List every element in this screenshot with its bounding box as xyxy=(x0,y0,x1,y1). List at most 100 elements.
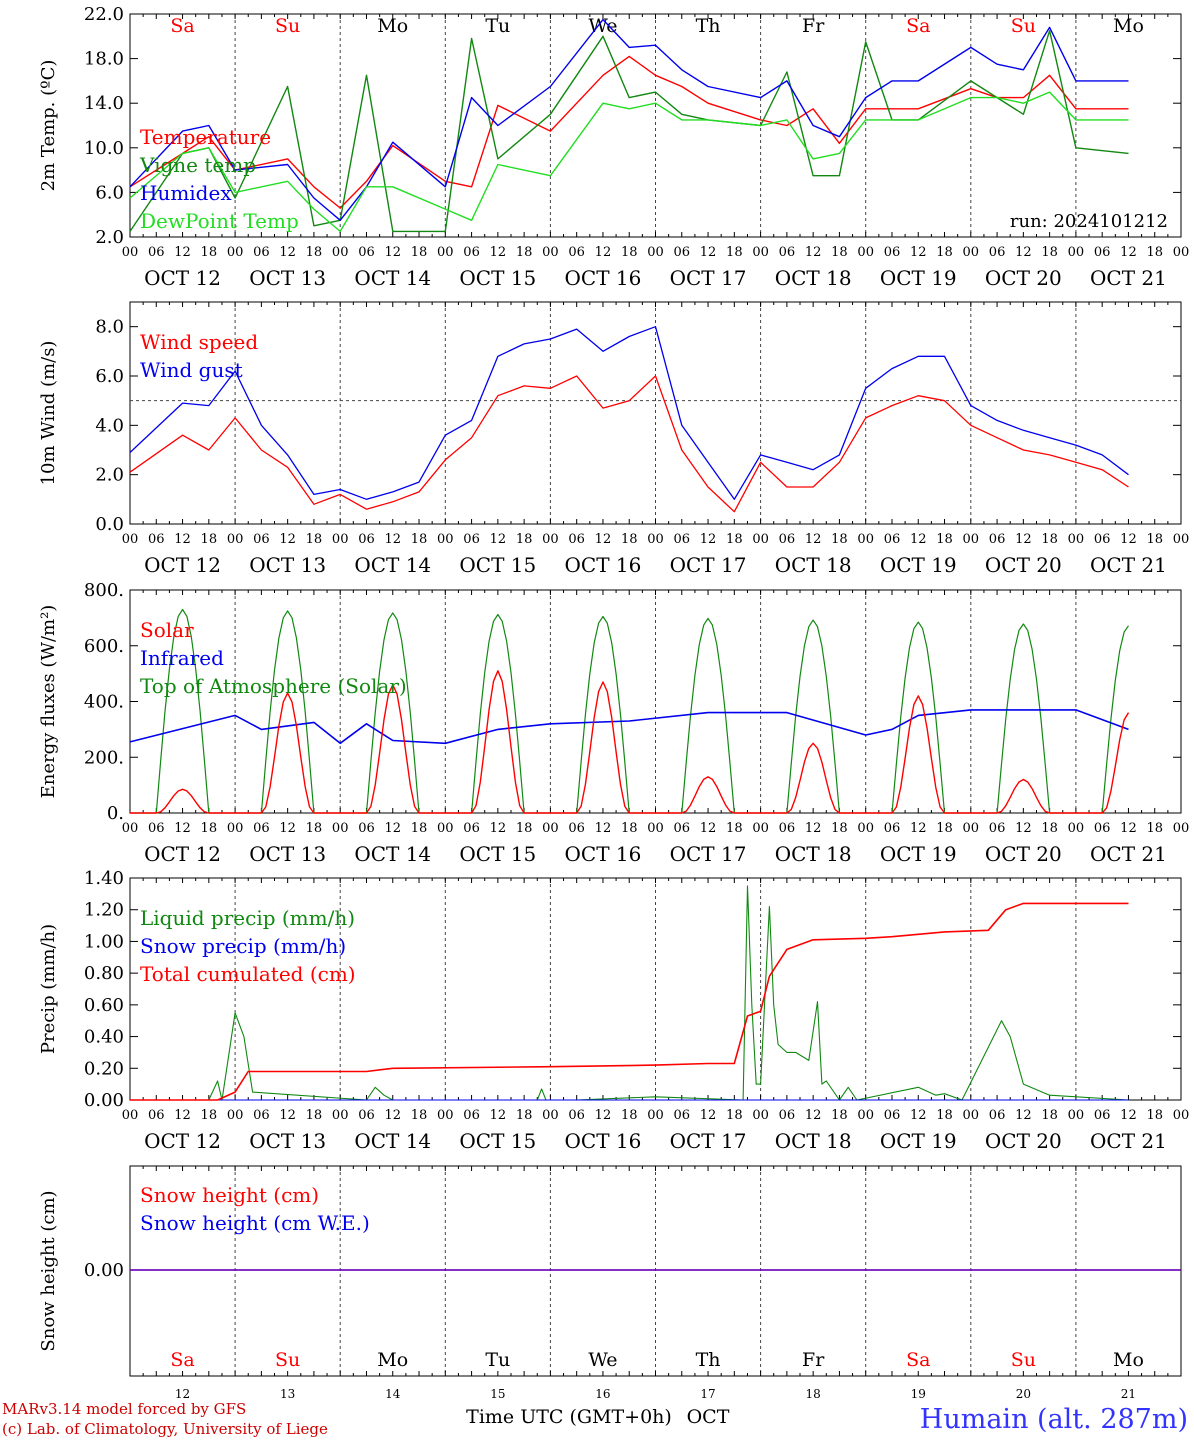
hour-tick-label: 12 xyxy=(384,245,401,260)
legend-item: Humidex xyxy=(140,181,232,205)
day-number-label: 14 xyxy=(385,1387,401,1401)
weekday-label: Su xyxy=(275,1349,300,1371)
hour-tick-label: 12 xyxy=(384,532,401,547)
hour-tick-label: 00 xyxy=(857,245,874,260)
date-label: OCT 15 xyxy=(459,266,536,290)
date-label: OCT 18 xyxy=(775,553,852,577)
hour-tick-label: 18 xyxy=(516,245,533,260)
hour-tick-label: 12 xyxy=(1120,821,1137,836)
hour-tick-label: 12 xyxy=(490,245,507,260)
hour-tick-label: 00 xyxy=(963,532,980,547)
date-label: OCT 12 xyxy=(144,553,221,577)
hour-tick-label: 06 xyxy=(884,1108,901,1123)
hour-tick-label: 18 xyxy=(1041,821,1058,836)
series-line-solar xyxy=(130,670,1130,814)
hour-tick-label: 00 xyxy=(332,245,349,260)
hour-tick-label: 18 xyxy=(936,245,953,260)
hour-tick-label: 06 xyxy=(253,821,270,836)
date-label: OCT 17 xyxy=(670,1129,747,1153)
hour-tick-label: 12 xyxy=(174,821,191,836)
date-label: OCT 20 xyxy=(985,266,1062,290)
hour-tick-label: 12 xyxy=(910,532,927,547)
date-label: OCT 14 xyxy=(354,266,431,290)
legend-item: Solar xyxy=(140,618,194,642)
hour-tick-label: 12 xyxy=(595,821,612,836)
panel-2: 00 06 12 18 00 06 12 18 00 06 12 18 00 06 12 18 00 06 12 18… xyxy=(38,301,1189,577)
y-tick-label: 18.0 xyxy=(84,49,124,70)
y-tick-label: 1.00 xyxy=(84,931,124,952)
panel-3: 00 06 12 18 00 06 12 18 00 06 12 18 00 06 12 18 00 06 12 18… xyxy=(38,580,1189,866)
date-label: OCT 17 xyxy=(670,553,747,577)
day-number-label: 20 xyxy=(1016,1387,1031,1401)
series-line-wind-gust xyxy=(129,326,1129,500)
hour-tick-label: 18 xyxy=(1041,1108,1058,1123)
legend-item: DewPoint Temp xyxy=(140,209,299,233)
hour-tick-label: 18 xyxy=(411,532,428,547)
hour-tick-label: 12 xyxy=(595,245,612,260)
hour-tick-label: 06 xyxy=(989,245,1006,260)
hour-tick-label: 18 xyxy=(516,532,533,547)
y-tick-label: 0.00 xyxy=(84,1090,124,1111)
hour-tick-label: 18 xyxy=(201,821,218,836)
hour-tick-label: 06 xyxy=(463,1108,480,1123)
hour-tick-label: 12 xyxy=(279,1108,296,1123)
hour-tick-label: 12 xyxy=(910,245,927,260)
hour-tick-label: 12 xyxy=(490,1108,507,1123)
panel-1: 00 06 12 18 00 06 12 18 00 06 12 18 00 06 12 18 00 06 12 18… xyxy=(38,4,1189,290)
series-line-vigne-temp xyxy=(129,30,1129,233)
hour-tick-label: 06 xyxy=(884,821,901,836)
hour-tick-label: 12 xyxy=(490,532,507,547)
hour-tick-label: 18 xyxy=(726,532,743,547)
hour-tick-label: 00 xyxy=(227,245,244,260)
hour-tick-label: 00 xyxy=(647,245,664,260)
hour-tick-label: 00 xyxy=(1068,532,1085,547)
series-line-total xyxy=(130,902,1129,1101)
date-label: OCT 15 xyxy=(459,1129,536,1153)
y-tick-label: 800. xyxy=(84,580,124,601)
hour-tick-label: 00 xyxy=(857,1108,874,1123)
hour-tick-label: 06 xyxy=(148,821,165,836)
y-tick-label: 0.60 xyxy=(84,995,124,1016)
hour-tick-label: 12 xyxy=(1015,1108,1032,1123)
y-tick-label: 0.0 xyxy=(95,514,124,535)
credit-line-1: MARv3.14 model forced by GFS xyxy=(2,1400,246,1418)
y-tick-label: 1.40 xyxy=(84,868,124,889)
hour-tick-label: 06 xyxy=(463,532,480,547)
xaxis-month: OCT xyxy=(687,1406,730,1428)
run-label: run: 2024101212 xyxy=(1010,211,1168,232)
y-tick-label: 0.20 xyxy=(84,1058,124,1079)
day-number-label: 19 xyxy=(911,1387,926,1401)
y-tick-label: 0.40 xyxy=(84,1027,124,1048)
hour-tick-label: 12 xyxy=(174,1108,191,1123)
hour-tick-label: 06 xyxy=(463,245,480,260)
hour-tick-label: 06 xyxy=(568,821,585,836)
hour-tick-label: 18 xyxy=(201,1108,218,1123)
hour-tick-label: 12 xyxy=(805,245,822,260)
hour-tick-label: 00 xyxy=(332,821,349,836)
y-tick-label: 6.0 xyxy=(95,182,124,203)
date-label: OCT 16 xyxy=(565,553,642,577)
date-label: OCT 12 xyxy=(144,1129,221,1153)
weekday-label: Mo xyxy=(377,15,408,37)
hour-tick-label: 06 xyxy=(358,532,375,547)
hour-tick-label: 12 xyxy=(1015,245,1032,260)
y-tick-label: 8.0 xyxy=(95,317,124,338)
hour-tick-label: 06 xyxy=(568,532,585,547)
weekday-label: Sa xyxy=(906,15,930,37)
hour-tick-label: 18 xyxy=(936,821,953,836)
weekday-label: Mo xyxy=(1113,15,1144,37)
legend-item: Infrared xyxy=(140,646,224,670)
hour-tick-label: 00 xyxy=(647,821,664,836)
hour-tick-label: 06 xyxy=(148,245,165,260)
hour-tick-label: 12 xyxy=(1015,821,1032,836)
hour-tick-label: 12 xyxy=(700,532,717,547)
date-label: OCT 18 xyxy=(775,266,852,290)
weekday-label: Mo xyxy=(1113,1349,1144,1371)
hour-tick-label: 06 xyxy=(1094,821,1111,836)
hour-tick-label: 12 xyxy=(595,532,612,547)
weekday-label: Sa xyxy=(170,1349,194,1371)
hour-tick-label: 12 xyxy=(805,821,822,836)
hour-tick-label: 06 xyxy=(148,1108,165,1123)
legend-item: Snow height (cm) xyxy=(140,1183,319,1207)
